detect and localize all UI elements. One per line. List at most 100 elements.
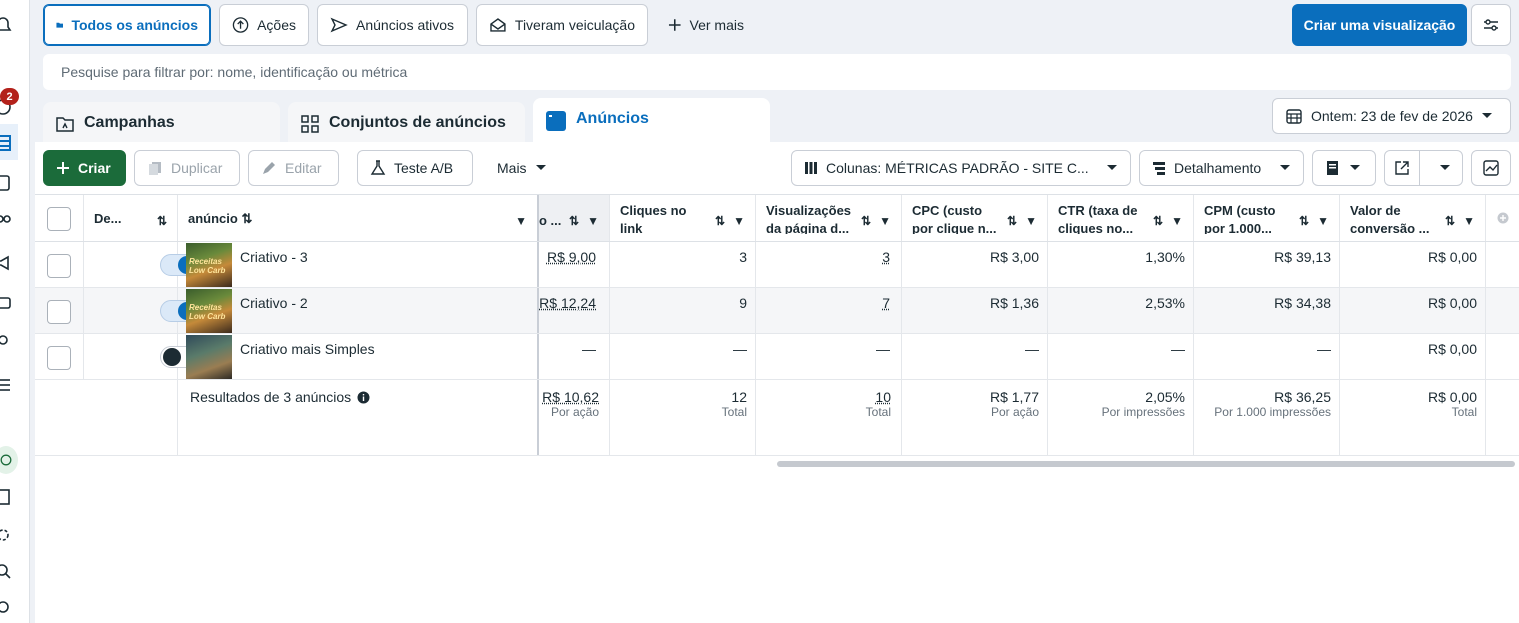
ad-name-cell: Receitas Low Carb Criativo - 3 xyxy=(178,242,539,287)
column-link-clicks[interactable]: Cliques no link ⇅ ▼ xyxy=(610,195,756,241)
column-menu-icon[interactable]: ▼ xyxy=(1463,214,1475,228)
column-cpm[interactable]: CPM (custo por 1.000... ⇅ ▼ xyxy=(1194,195,1340,241)
column-page-views[interactable]: Visualizações da página d... ⇅ ▼ xyxy=(756,195,902,241)
chevron-down-icon xyxy=(1440,165,1450,170)
ad-name[interactable]: Criativo - 3 xyxy=(240,249,308,265)
ctr-cell: 1,30% xyxy=(1048,242,1194,287)
sort-icon[interactable]: ⇅ xyxy=(569,214,580,228)
charts-button[interactable] xyxy=(1471,150,1511,186)
cost-cell: — xyxy=(539,334,610,379)
see-more-filters[interactable]: Ver mais xyxy=(656,4,756,46)
column-cpc[interactable]: CPC (custo por clique n... ⇅ ▼ xyxy=(902,195,1048,241)
sliders-icon xyxy=(1484,19,1498,31)
pencil-icon xyxy=(263,162,275,174)
sort-icon[interactable]: ⇅ xyxy=(241,211,253,226)
add-column-button[interactable] xyxy=(1486,195,1519,241)
create-view-button[interactable]: Criar uma visualização xyxy=(1292,4,1467,46)
row-checkbox[interactable] xyxy=(47,346,71,370)
search-icon[interactable] xyxy=(0,560,14,582)
column-menu-icon[interactable]: ▼ xyxy=(879,214,891,228)
export-menu-button[interactable] xyxy=(1428,151,1462,185)
pages-icon[interactable] xyxy=(0,172,14,194)
filter-actions[interactable]: Ações xyxy=(219,4,309,46)
gear-icon[interactable] xyxy=(0,524,14,546)
info-icon[interactable] xyxy=(357,391,370,404)
megaphone-icon[interactable] xyxy=(0,252,14,274)
export-button[interactable] xyxy=(1385,151,1420,185)
duplicate-button[interactable]: Duplicar xyxy=(134,150,240,186)
totals-row: Resultados de 3 anúncios R$ 10,62 Por açã… xyxy=(35,380,1519,456)
row-select-cell xyxy=(35,288,84,333)
column-menu-icon[interactable]: ▼ xyxy=(1171,214,1183,228)
export-button-group[interactable] xyxy=(1384,150,1463,186)
notification-badge: 2 xyxy=(0,88,19,105)
column-menu-icon[interactable]: ▼ xyxy=(1025,214,1037,228)
column-cost-per-result[interactable]: o ... ⇅ ▼ xyxy=(539,195,610,241)
cpm-cell: R$ 34,38 xyxy=(1194,288,1340,333)
sort-icon[interactable]: ⇅ xyxy=(1153,214,1164,228)
row-checkbox[interactable] xyxy=(47,254,71,278)
search-input[interactable]: Pesquise para filtrar por: nome, identif… xyxy=(43,54,1511,90)
filter-delivered[interactable]: Tiveram veiculação xyxy=(476,4,648,46)
external-link-icon xyxy=(1395,161,1409,175)
sort-icon[interactable]: ⇅ xyxy=(156,214,167,228)
audience-icon[interactable] xyxy=(0,210,14,232)
ab-test-button[interactable]: Teste A/B xyxy=(357,150,473,186)
sort-icon[interactable]: ⇅ xyxy=(1007,214,1018,228)
sort-icon[interactable]: ⇅ xyxy=(861,214,872,228)
date-picker[interactable]: Ontem: 23 de fev de 2026 xyxy=(1272,98,1511,134)
column-menu-icon[interactable]: ▼ xyxy=(587,214,599,228)
chevron-down-icon xyxy=(1280,165,1290,170)
column-ctr[interactable]: CTR (taxa de cliques no... ⇅ ▼ xyxy=(1048,195,1194,241)
delivery-cell xyxy=(84,334,198,379)
ctr-cell: 2,53% xyxy=(1048,288,1194,333)
value-cell: R$ 0,00 xyxy=(1340,334,1486,379)
edit-button[interactable]: Editar xyxy=(248,150,339,186)
reports-menu-button[interactable] xyxy=(1312,150,1376,186)
table-row[interactable]: Receitas Low Carb Criativo - 3 R$ 9,00 3… xyxy=(35,242,1519,288)
column-conversion-value[interactable]: Valor de conversão ... ⇅ ▼ xyxy=(1340,195,1486,241)
bell-icon[interactable] xyxy=(0,14,14,36)
delivery-cell xyxy=(84,242,198,287)
sort-icon[interactable]: ⇅ xyxy=(1445,214,1456,228)
breakdown-selector[interactable]: Detalhamento xyxy=(1139,150,1304,186)
ad-name[interactable]: Criativo mais Simples xyxy=(240,341,375,357)
table-row[interactable]: Criativo mais Simples — — — — — — R$ 0,0… xyxy=(35,334,1519,380)
bug-icon[interactable] xyxy=(0,596,14,618)
billing-icon[interactable] xyxy=(0,292,14,314)
filter-all-ads[interactable]: Todos os anúncios xyxy=(43,4,211,46)
people-icon[interactable] xyxy=(0,332,14,354)
column-ad-name[interactable]: anúncio ⇅ ▼ xyxy=(178,195,539,241)
breakdown-icon xyxy=(1153,162,1165,175)
ad-thumbnail[interactable]: Receitas Low Carb xyxy=(186,243,232,287)
sort-icon[interactable]: ⇅ xyxy=(715,214,726,228)
select-all-checkbox[interactable] xyxy=(47,207,71,231)
ad-thumbnail[interactable]: Receitas Low Carb xyxy=(186,289,232,333)
create-button[interactable]: Criar xyxy=(43,150,126,186)
report-icon[interactable] xyxy=(0,486,14,508)
sort-icon[interactable]: ⇅ xyxy=(1299,214,1310,228)
row-checkbox[interactable] xyxy=(47,300,71,324)
column-menu-icon[interactable]: ▼ xyxy=(515,214,527,228)
ad-name-cell: Receitas Low Carb Criativo - 2 xyxy=(178,288,539,333)
plus-circle-icon xyxy=(1497,212,1508,224)
horizontal-scrollbar[interactable] xyxy=(777,461,1515,467)
value-cell: R$ 0,00 xyxy=(1340,288,1486,333)
filter-settings-button[interactable] xyxy=(1471,4,1511,46)
columns-selector[interactable]: Colunas: MÉTRICAS PADRÃO - SITE C... xyxy=(791,150,1131,186)
grid-icon xyxy=(301,115,319,133)
column-delivery[interactable]: De... ⇅ xyxy=(84,195,178,241)
ad-name[interactable]: Criativo - 2 xyxy=(240,295,308,311)
filter-active-ads[interactable]: Anúncios ativos xyxy=(317,4,468,46)
menu-icon[interactable] xyxy=(0,374,14,396)
totals-ctr: 2,05% Por impressões xyxy=(1048,380,1194,455)
table-row[interactable]: Receitas Low Carb Criativo - 2 R$ 12,24 … xyxy=(35,288,1519,334)
help-icon[interactable] xyxy=(0,446,18,474)
report-book-icon xyxy=(1327,161,1338,175)
trend-chart-icon xyxy=(1483,160,1499,176)
column-menu-icon[interactable]: ▼ xyxy=(1317,214,1329,228)
ad-thumbnail[interactable] xyxy=(186,335,232,379)
column-menu-icon[interactable]: ▼ xyxy=(733,214,745,228)
more-button[interactable]: Mais xyxy=(485,150,561,186)
table-icon[interactable] xyxy=(0,132,14,154)
